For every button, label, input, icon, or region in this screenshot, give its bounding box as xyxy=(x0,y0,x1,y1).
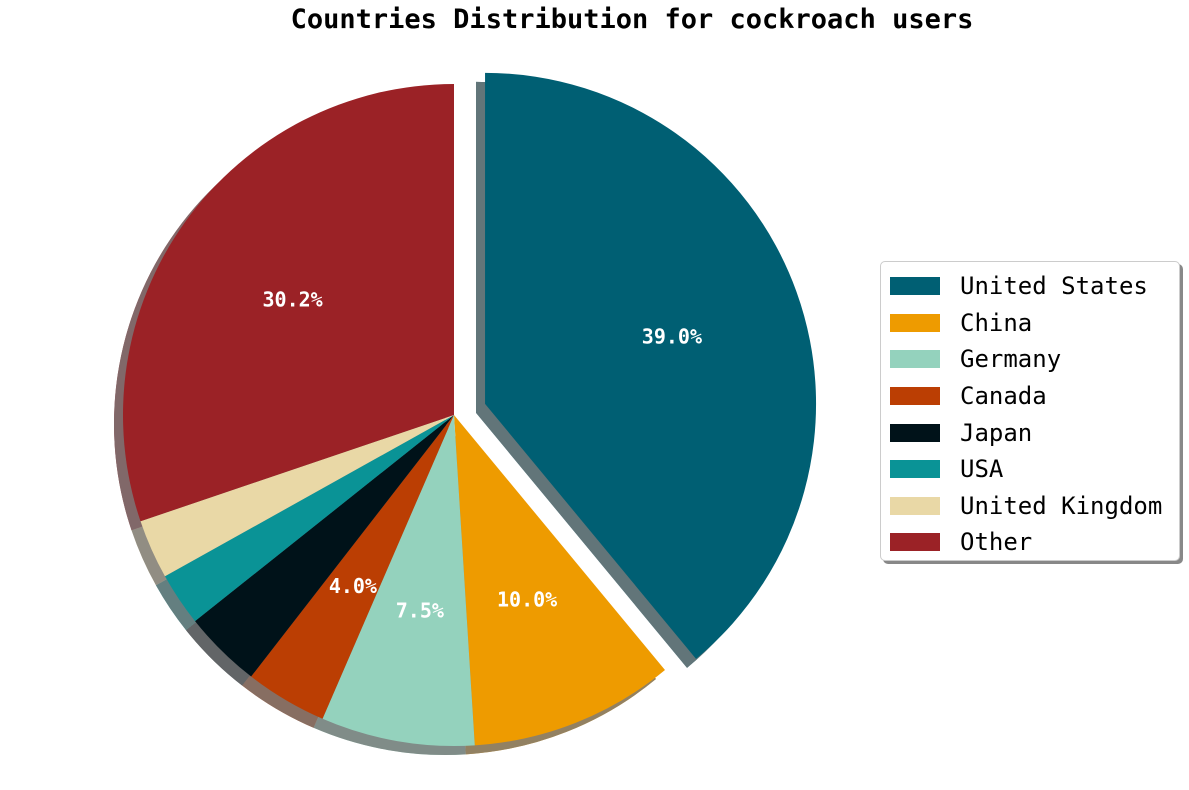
legend-label: Japan xyxy=(960,418,1033,447)
legend-item: Japan xyxy=(890,414,1179,451)
legend-item: China xyxy=(890,305,1179,342)
legend-item: Other xyxy=(890,524,1179,561)
pie-slices xyxy=(123,72,817,747)
legend-swatch xyxy=(890,313,940,332)
pie-slice-canada xyxy=(251,415,454,719)
legend-item: Germany xyxy=(890,341,1179,378)
pie-slice-united-states xyxy=(485,72,817,659)
legend-label: Other xyxy=(960,528,1033,557)
legend-item: USA xyxy=(890,451,1179,488)
slice-percent-label: 30.2% xyxy=(262,287,322,311)
pie-slice-united-kingdom xyxy=(140,415,454,577)
pie-slice-germany xyxy=(322,415,475,747)
pie-slice-usa xyxy=(164,415,454,622)
legend-swatch xyxy=(890,460,940,479)
legend-label: Germany xyxy=(960,345,1062,374)
slice-percent-label: 4.0% xyxy=(329,574,377,598)
legend-label: United States xyxy=(960,272,1148,301)
legend-swatch xyxy=(890,387,940,406)
pie-labels: 39.0% 10.0% 7.5% 4.0% 30.2% xyxy=(262,287,702,622)
chart-title: Countries Distribution for cockroach use… xyxy=(290,4,974,35)
legend-label: United Kingdom xyxy=(960,491,1163,520)
legend-item: United Kingdom xyxy=(890,488,1179,525)
legend: United States China Germany Canada Japan USA U… xyxy=(880,261,1180,561)
legend-swatch xyxy=(890,277,940,296)
legend-label: Canada xyxy=(960,382,1047,411)
pie-slice-other xyxy=(123,84,454,522)
slice-percent-label: 10.0% xyxy=(497,588,557,612)
legend-swatch xyxy=(890,423,940,442)
slice-percent-label: 39.0% xyxy=(642,325,702,349)
legend-label: USA xyxy=(960,455,1004,484)
legend-swatch xyxy=(890,350,940,369)
legend-swatch xyxy=(890,533,940,552)
slice-percent-label: 7.5% xyxy=(396,599,444,623)
pie-slice-japan xyxy=(195,415,455,677)
legend-item: United States xyxy=(890,268,1179,305)
legend-label: China xyxy=(960,308,1033,337)
legend-swatch xyxy=(890,496,940,515)
legend-item: Canada xyxy=(890,378,1179,415)
pie-slice-china xyxy=(454,415,665,746)
